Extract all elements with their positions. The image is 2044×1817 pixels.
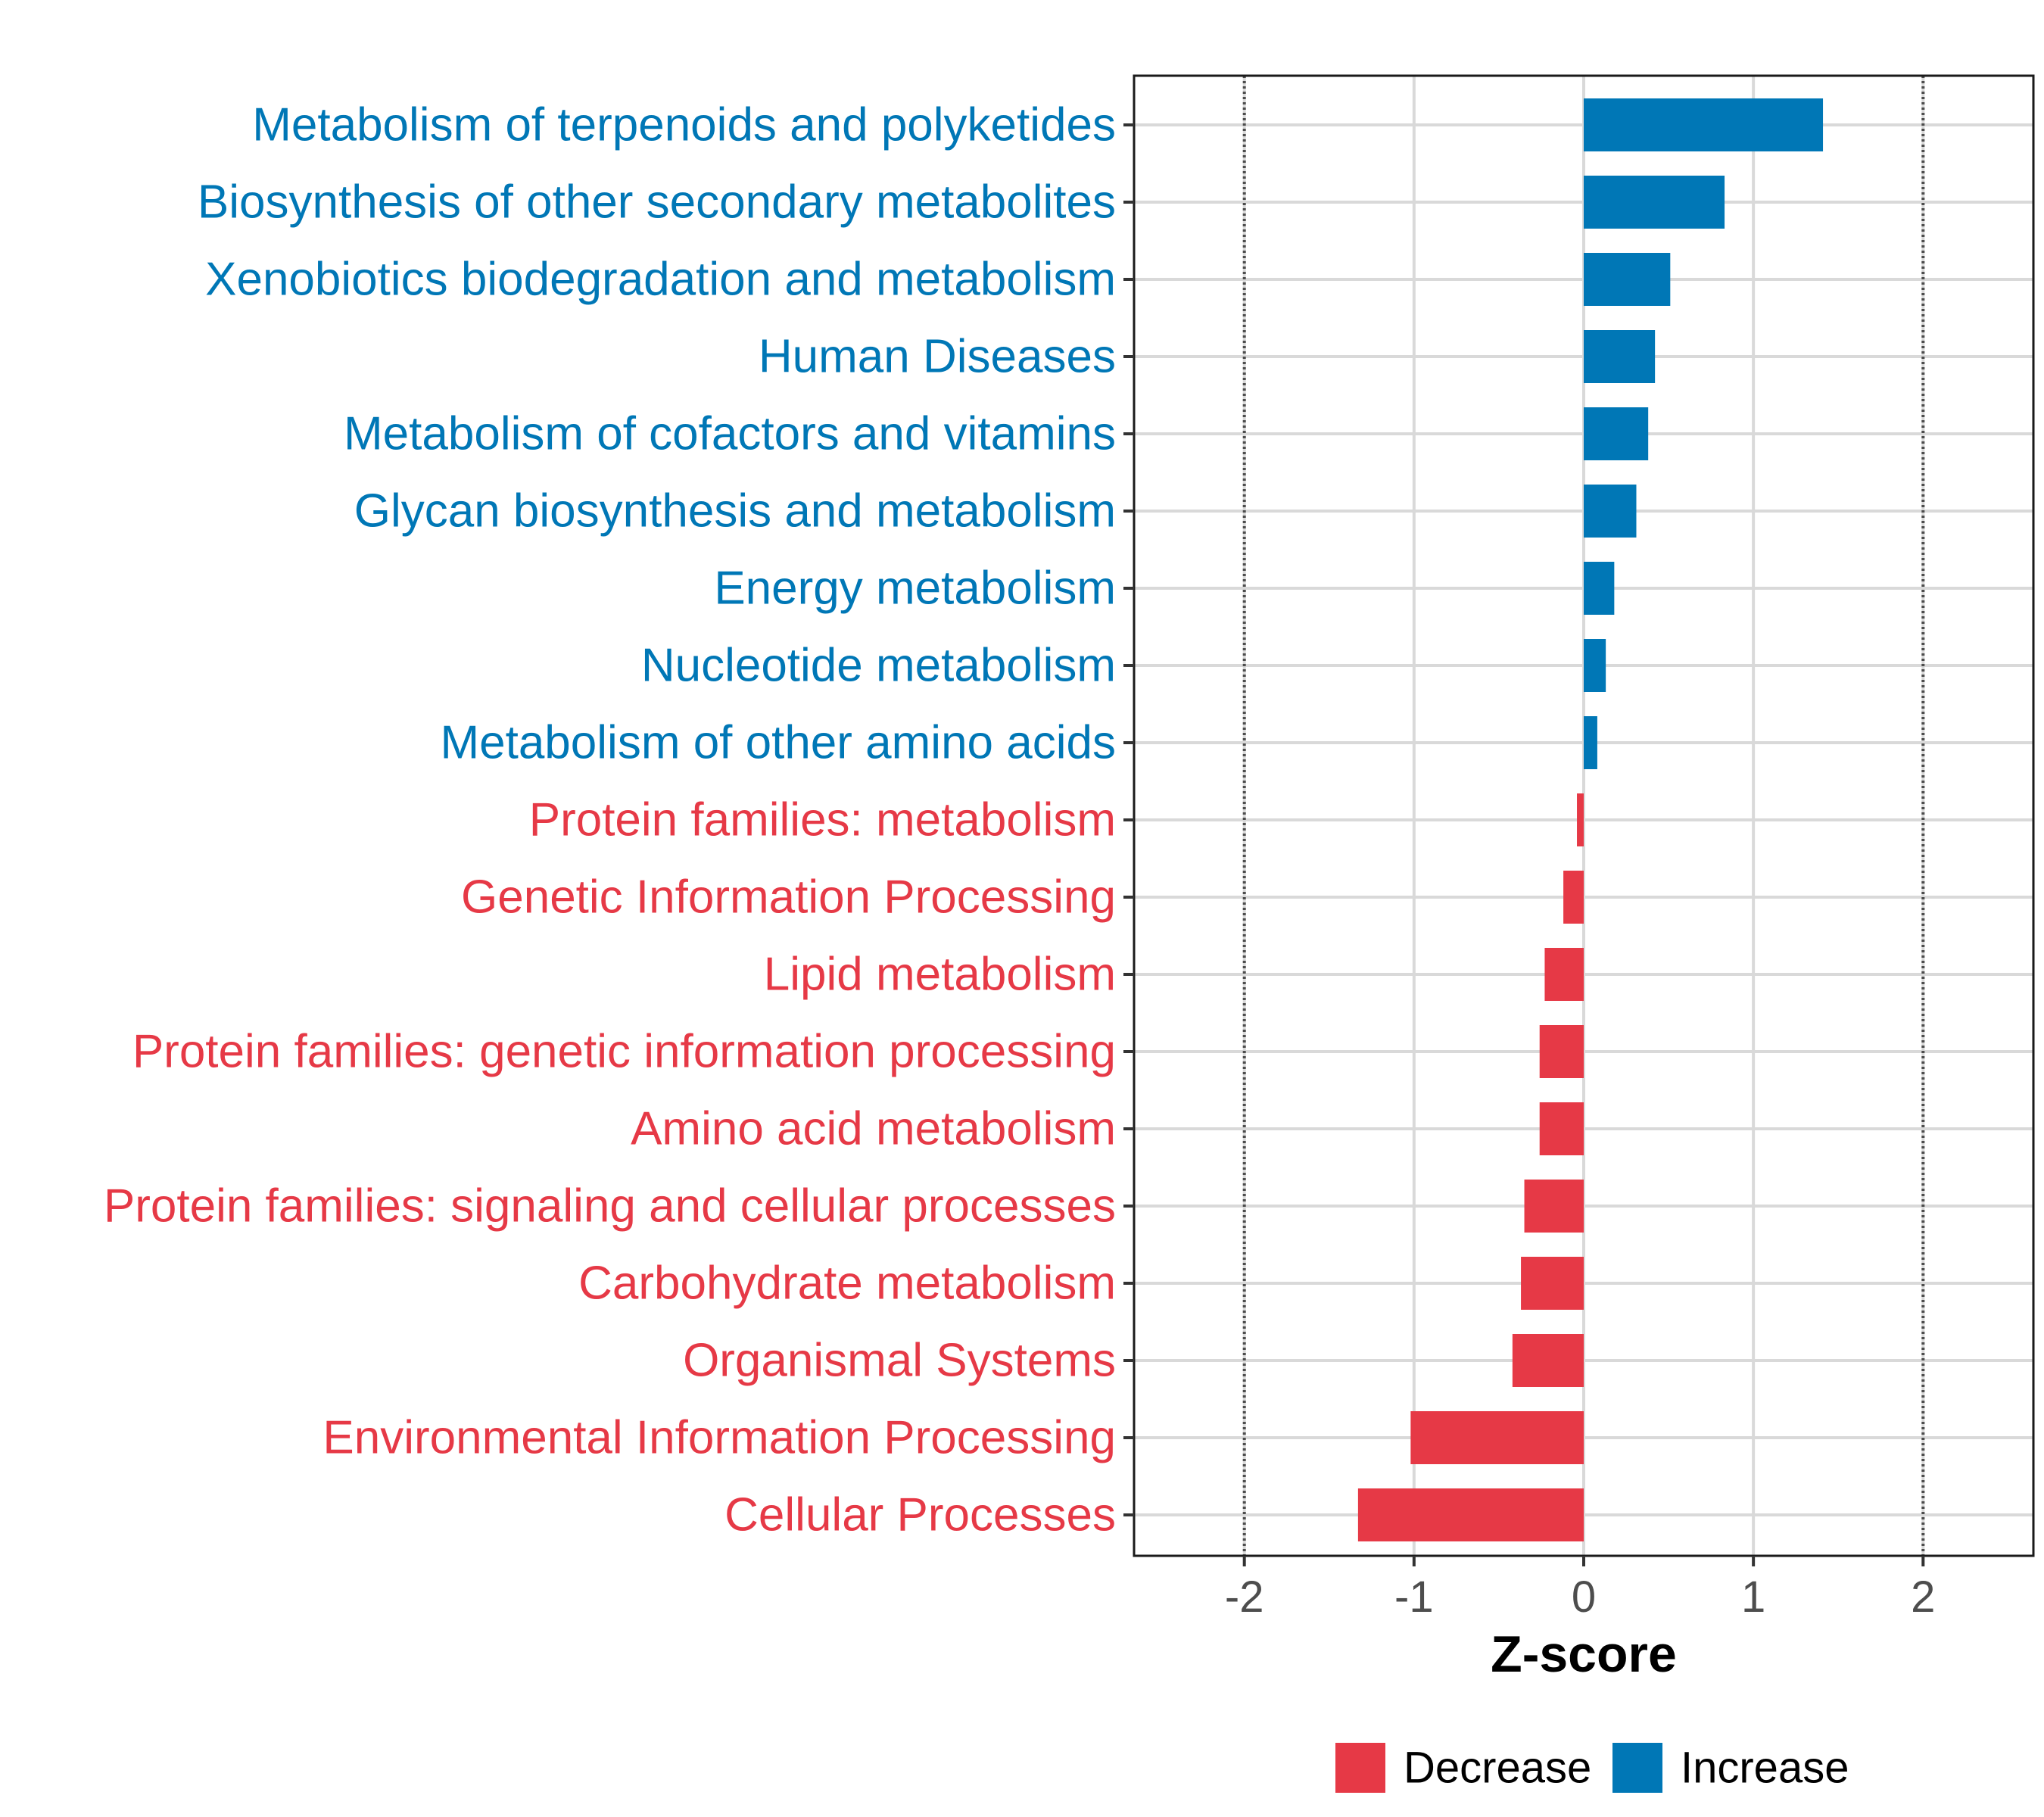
x-axis-title: Z-score [1491,1625,1677,1683]
category-label: Environmental Information Processing [322,1412,1116,1464]
category-label: Metabolism of cofactors and vitamins [344,408,1116,460]
bar [1577,793,1584,846]
bar [1563,871,1584,924]
bar [1539,1025,1584,1078]
legend-label-decrease: Decrease [1404,1744,1591,1793]
x-tick-label: 1 [1741,1572,1765,1622]
category-label: Lipid metabolism [764,949,1116,1001]
category-label: Energy metabolism [714,563,1116,615]
x-axis-ticks: -2 -1 0 1 2 [1225,1556,1935,1622]
category-label: Nucleotide metabolism [641,640,1116,692]
x-tick-label: -1 [1394,1572,1434,1622]
category-label: Biosynthesis of other secondary metaboli… [198,176,1116,229]
category-label: Protein families: metabolism [529,794,1116,846]
bar [1410,1411,1584,1464]
bar [1544,948,1584,1001]
bar [1521,1257,1584,1310]
bar [1584,485,1637,538]
category-label: Xenobiotics biodegradation and metabolis… [205,254,1116,306]
x-tick-label: 2 [1911,1572,1935,1622]
category-label: Cellular Processes [724,1489,1116,1541]
category-label: Glycan biosynthesis and metabolism [354,485,1116,538]
category-label: Organismal Systems [683,1335,1116,1387]
category-label: Carbohydrate metabolism [578,1258,1116,1310]
bar [1512,1334,1584,1387]
category-label: Metabolism of other amino acids [440,717,1116,769]
bar [1584,253,1671,306]
bar [1584,98,1824,151]
category-labels: Metabolism of terpenoids and polyketides… [104,99,1116,1541]
category-label: Amino acid metabolism [631,1103,1116,1155]
bar [1584,639,1606,692]
x-tick-label: 0 [1572,1572,1596,1622]
category-label: Protein families: genetic information pr… [132,1026,1116,1078]
category-label: Protein families: signaling and cellular… [104,1180,1116,1233]
category-label: Human Diseases [759,331,1116,383]
legend-key-decrease [1335,1743,1385,1793]
legend: Decrease Increase [1335,1743,1849,1793]
bar [1584,716,1597,769]
bar [1539,1102,1584,1155]
legend-key-increase [1612,1743,1662,1793]
y-axis-ticks [1123,123,1134,1516]
bar [1584,562,1615,615]
category-label: Metabolism of terpenoids and polyketides [252,99,1116,151]
bar [1584,330,1656,383]
x-tick-label: -2 [1225,1572,1264,1622]
bars [1357,98,1824,1541]
bar [1584,407,1649,460]
legend-label-increase: Increase [1681,1744,1849,1793]
bar [1584,176,1725,229]
bar [1357,1488,1584,1541]
category-label: Genetic Information Processing [461,871,1116,924]
bar [1524,1180,1584,1233]
